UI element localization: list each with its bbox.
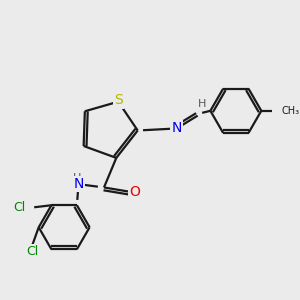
- Text: H: H: [198, 99, 206, 109]
- Text: O: O: [129, 184, 140, 199]
- Text: Cl: Cl: [26, 245, 39, 258]
- Text: N: N: [73, 177, 84, 191]
- Text: CH₃: CH₃: [282, 106, 300, 116]
- Text: H: H: [73, 173, 81, 183]
- Text: N: N: [172, 122, 182, 135]
- Text: S: S: [114, 94, 123, 107]
- Text: Cl: Cl: [14, 201, 26, 214]
